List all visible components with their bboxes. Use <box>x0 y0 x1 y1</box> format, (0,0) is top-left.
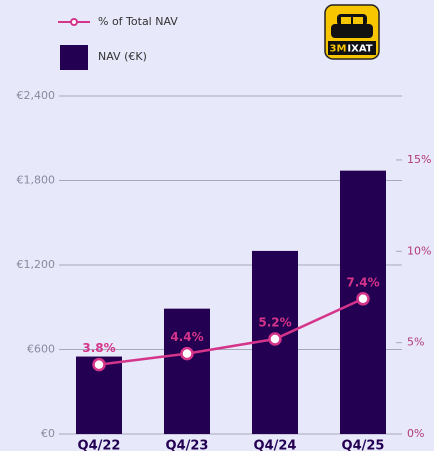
legend-dot <box>70 18 78 26</box>
logo-text: IXAT <box>347 44 372 55</box>
y2-tick-label: 5% <box>407 336 424 349</box>
y-tick-label: €2,400 <box>17 89 56 102</box>
y2-tick-label: 15% <box>407 153 431 166</box>
line <box>98 297 364 366</box>
bar <box>164 308 210 434</box>
legend-swatch <box>60 45 88 70</box>
x-tick-label: Q4/25 <box>342 439 385 451</box>
logo-band <box>328 41 376 55</box>
logo-text: 3M <box>330 44 347 55</box>
line-point <box>92 357 106 372</box>
logo-window <box>341 17 351 24</box>
logo-window <box>353 17 363 24</box>
x-tick-label: Q4/24 <box>254 439 297 451</box>
data-label: 4.4% <box>170 330 203 344</box>
data-label: 5.2% <box>258 315 291 329</box>
y2-tick-label: 10% <box>407 244 431 257</box>
y2-tick-label: 0% <box>407 427 424 440</box>
line-point <box>356 292 370 306</box>
y-tick-label: €600 <box>27 343 55 356</box>
data-label: 7.4% <box>346 275 379 289</box>
y-tick-label: €1,800 <box>17 174 56 187</box>
legend-label: NAV (€K) <box>98 50 147 63</box>
y-tick-label: €0 <box>41 427 55 440</box>
legend-label: % of Total NAV <box>98 15 178 28</box>
x-tick-label: Q4/22 <box>78 439 121 451</box>
x-tick-label: Q4/23 <box>166 439 209 451</box>
line-point <box>180 346 194 361</box>
data-label: 3.8% <box>82 341 115 355</box>
logo: 3M IXAT <box>324 4 380 60</box>
y-tick-label: €1,200 <box>17 258 56 271</box>
line-point <box>268 332 282 346</box>
logo-car-body <box>331 24 373 38</box>
